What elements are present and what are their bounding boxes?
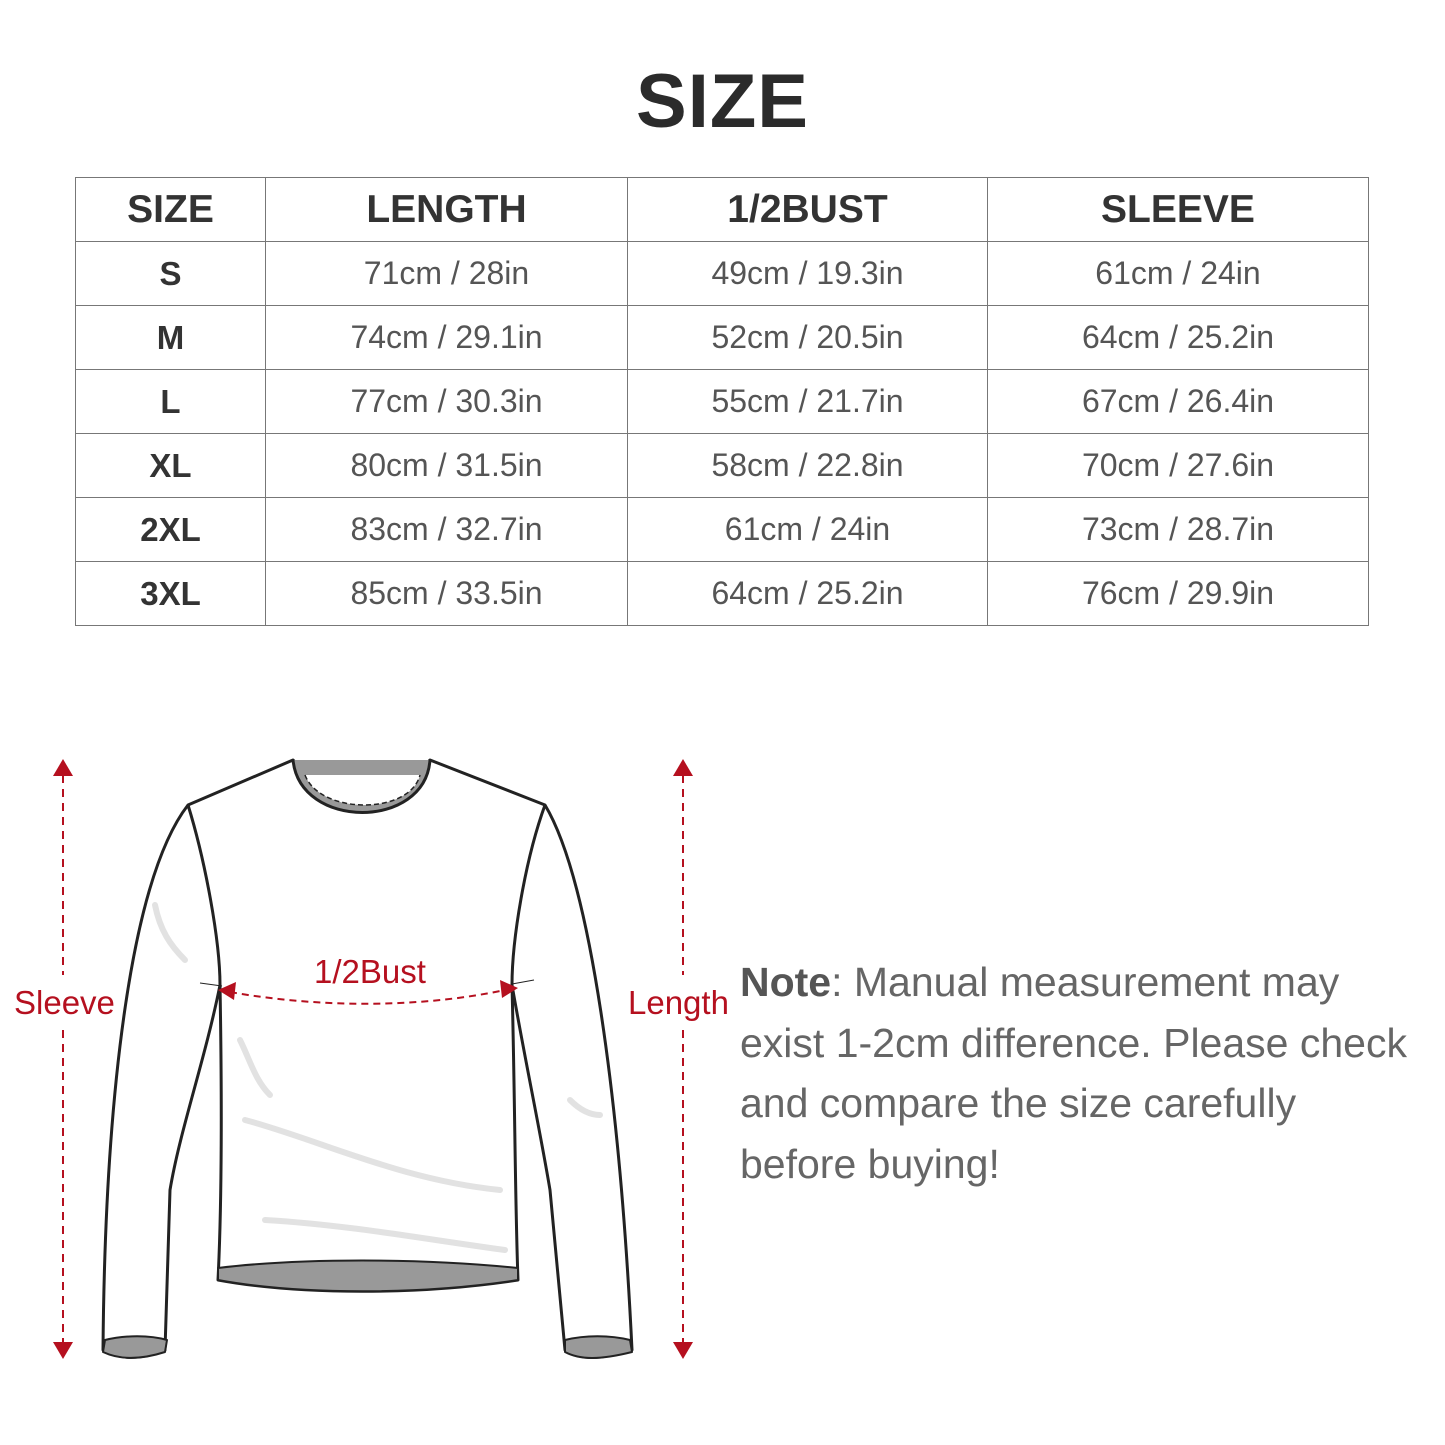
table-row: M 74cm / 29.1in 52cm / 20.5in 64cm / 25.2in xyxy=(75,305,1369,370)
measurement-cell: 83cm / 32.7in xyxy=(265,497,628,562)
measurement-cell: 55cm / 21.7in xyxy=(627,369,988,434)
length-arrow xyxy=(673,759,693,1359)
measurement-cell: 64cm / 25.2in xyxy=(987,305,1369,370)
bust-label: 1/2Bust xyxy=(314,953,426,990)
size-table: SIZE LENGTH 1/2BUST SLEEVE S 71cm / 28in 49cm… xyxy=(75,177,1369,626)
wrinkle-marks xyxy=(152,902,603,1253)
note-body: : Manual measurement may exist 1-2cm dif… xyxy=(740,959,1407,1187)
page-title: SIZE xyxy=(636,59,809,144)
measurement-cell: 80cm / 31.5in xyxy=(265,433,628,498)
table-row: L 77cm / 30.3in 55cm / 21.7in 67cm / 26.4in xyxy=(75,369,1369,434)
column-header: SLEEVE xyxy=(987,177,1369,242)
size-cell: 3XL xyxy=(75,561,266,626)
note-label: Note xyxy=(740,959,832,1005)
size-cell: XL xyxy=(75,433,266,498)
measurement-cell: 49cm / 19.3in xyxy=(627,241,988,306)
measurement-cell: 70cm / 27.6in xyxy=(987,433,1369,498)
table-row: 2XL 83cm / 32.7in 61cm / 24in 73cm / 28.7in xyxy=(75,497,1369,562)
measurement-cell: 73cm / 28.7in xyxy=(987,497,1369,562)
measurement-cell: 77cm / 30.3in xyxy=(265,369,628,434)
size-cell: S xyxy=(75,241,266,306)
length-label: Length xyxy=(628,984,729,1021)
measurement-cell: 61cm / 24in xyxy=(627,497,988,562)
sleeve-arrow xyxy=(53,759,73,1359)
column-header: 1/2BUST xyxy=(627,177,988,242)
size-cell: L xyxy=(75,369,266,434)
note-text: Note: Manual measurement may exist 1-2cm… xyxy=(740,952,1420,1194)
table-row: 3XL 85cm / 33.5in 64cm / 25.2in 76cm / 29.9… xyxy=(75,561,1369,626)
column-header: SIZE xyxy=(75,177,266,242)
table-row: XL 80cm / 31.5in 58cm / 22.8in 70cm / 27.6i… xyxy=(75,433,1369,498)
measurement-cell: 61cm / 24in xyxy=(987,241,1369,306)
bust-arrow xyxy=(199,979,535,1005)
sleeve-label: Sleeve xyxy=(14,984,115,1021)
measurement-cell: 76cm / 29.9in xyxy=(987,561,1369,626)
measurement-cell: 52cm / 20.5in xyxy=(627,305,988,370)
shirt-outline xyxy=(101,758,634,1359)
measurement-cell: 58cm / 22.8in xyxy=(627,433,988,498)
table-row: S 71cm / 28in 49cm / 19.3in 61cm / 24in xyxy=(75,241,1369,306)
measurement-cell: 64cm / 25.2in xyxy=(627,561,988,626)
measurement-cell: 85cm / 33.5in xyxy=(265,561,628,626)
measurement-cell: 67cm / 26.4in xyxy=(987,369,1369,434)
measurement-cell: 74cm / 29.1in xyxy=(265,305,628,370)
